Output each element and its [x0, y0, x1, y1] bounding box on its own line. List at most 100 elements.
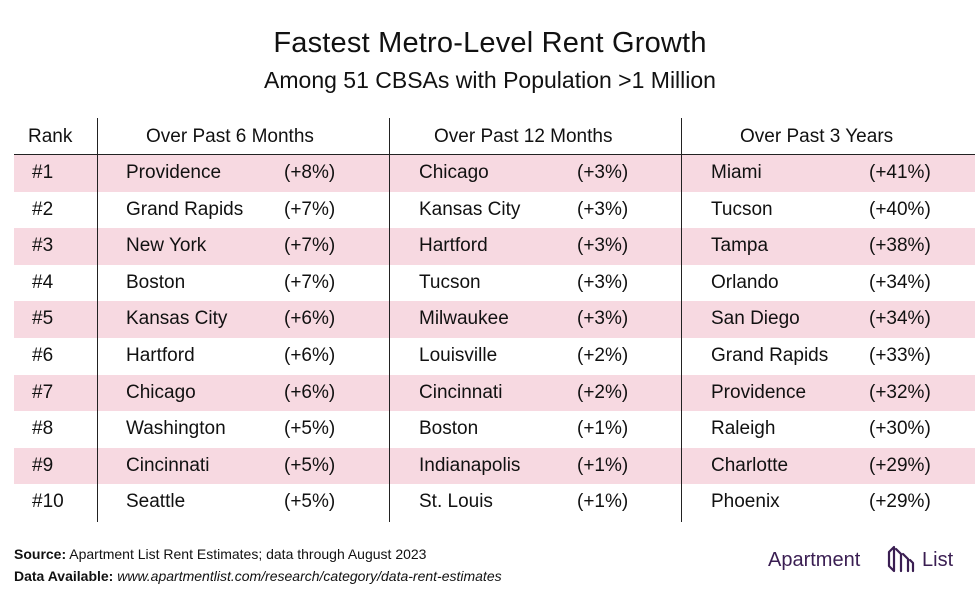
- header-divider: [14, 154, 975, 155]
- value-cell-6-months: (+5%): [284, 491, 336, 513]
- table-header: Rank Over Past 6 Months Over Past 12 Mon…: [14, 118, 975, 154]
- value-cell-6-months: (+6%): [284, 308, 336, 330]
- value-cell-6-months: (+5%): [284, 454, 336, 476]
- value-cell-3-years: (+30%): [869, 418, 931, 440]
- value-cell-12-months: (+3%): [577, 198, 629, 220]
- city-cell-6-months: Seattle: [126, 491, 186, 513]
- city-cell-3-years: Charlotte: [711, 454, 789, 476]
- value-cell-12-months: (+3%): [577, 308, 629, 330]
- value-cell-6-months: (+7%): [284, 235, 336, 257]
- city-cell-6-months: Providence: [126, 162, 222, 183]
- city-cell-3-years: Phoenix: [711, 491, 780, 513]
- rank-cell: #1: [32, 162, 54, 183]
- chart-subtitle: Among 51 CBSAs with Population >1 Millio…: [264, 67, 716, 93]
- column-divider: [97, 118, 98, 522]
- value-cell-6-months: (+7%): [284, 198, 336, 220]
- rank-cell: #9: [32, 454, 54, 476]
- table-row: #4 Boston (+7%) Tucson (+3%) Orlando (+34%): [14, 265, 975, 302]
- table-row: #6 Hartford (+6%) Louisville (+2%) Grand Rapi…: [14, 338, 975, 375]
- value-cell-3-years: (+34%): [869, 308, 931, 330]
- table-row: #2 Grand Rapids (+7%) Kansas City (+3%) Tucso…: [14, 192, 975, 229]
- value-cell-6-months: (+6%): [284, 381, 336, 403]
- value-cell-12-months: (+1%): [577, 491, 629, 513]
- city-cell-12-months: Hartford: [419, 235, 488, 257]
- city-cell-6-months: Grand Rapids: [126, 198, 244, 220]
- city-cell-12-months: Boston: [419, 418, 479, 440]
- table-row: #10 Seattle (+5%) St. Louis (+1%) Phoenix (+29…: [14, 484, 975, 521]
- city-cell-12-months: Chicago: [419, 162, 489, 183]
- value-cell-6-months: (+5%): [284, 418, 336, 440]
- rank-cell: #5: [32, 308, 54, 330]
- city-cell-3-years: Providence: [711, 381, 807, 403]
- city-cell-6-months: Chicago: [126, 381, 196, 403]
- value-cell-3-years: (+33%): [869, 345, 931, 366]
- data-url-link[interactable]: www.apartmentlist.com/research/category/…: [117, 568, 502, 584]
- data-available-label: Data Available:: [14, 568, 114, 584]
- value-cell-12-months: (+1%): [577, 418, 629, 440]
- city-cell-12-months: Milwaukee: [419, 308, 509, 330]
- value-cell-3-years: (+38%): [869, 235, 931, 257]
- value-cell-3-years: (+34%): [869, 271, 931, 293]
- data-available-note: Data Available: www.apartmentlist.com/re…: [14, 567, 502, 585]
- city-cell-3-years: Raleigh: [711, 418, 776, 440]
- apartment-list-logo: Apartment List: [768, 543, 968, 577]
- value-cell-12-months: (+2%): [577, 345, 629, 366]
- source-label: Source:: [14, 546, 67, 562]
- table-row: #9 Cincinnati (+5%) Indianapolis (+1%) Charlo…: [14, 447, 975, 485]
- value-cell-3-years: (+41%): [869, 162, 931, 183]
- city-cell-3-years: Tampa: [711, 235, 769, 257]
- value-cell-12-months: (+3%): [577, 162, 629, 183]
- city-cell-12-months: Cincinnati: [419, 381, 503, 403]
- column-divider: [389, 118, 390, 522]
- value-cell-12-months: (+1%): [577, 454, 629, 476]
- rank-cell: #2: [32, 198, 54, 220]
- rank-cell: #6: [32, 345, 54, 366]
- city-cell-6-months: Kansas City: [126, 308, 228, 330]
- value-cell-6-months: (+6%): [284, 345, 336, 366]
- col-header-3-years: Over Past 3 Years: [740, 126, 894, 147]
- table-row: #8 Washington (+5%) Boston (+1%) Raleigh (+30%…: [14, 411, 975, 448]
- city-cell-3-years: Tucson: [711, 198, 773, 220]
- value-cell-6-months: (+7%): [284, 271, 336, 293]
- col-header-12-months: Over Past 12 Months: [434, 126, 613, 147]
- value-cell-3-years: (+29%): [869, 454, 931, 476]
- city-cell-3-years: San Diego: [711, 308, 800, 330]
- logo-word-apartment: Apartment: [768, 549, 861, 571]
- table-row: #1 Providence (+8%) Chicago (+3%) Miami (+41%): [14, 155, 975, 192]
- col-header-6-months: Over Past 6 Months: [146, 126, 314, 147]
- value-cell-3-years: (+29%): [869, 491, 931, 513]
- value-cell-12-months: (+3%): [577, 271, 629, 293]
- city-cell-6-months: New York: [126, 235, 207, 257]
- rank-cell: #8: [32, 418, 54, 440]
- table-row: #5 Kansas City (+6%) Milwaukee (+3%) San Dieg…: [14, 301, 975, 338]
- column-divider: [681, 118, 682, 522]
- value-cell-3-years: (+40%): [869, 198, 931, 220]
- col-header-rank: Rank: [28, 126, 73, 147]
- city-cell-6-months: Washington: [126, 418, 226, 440]
- source-text: Apartment List Rent Estimates; data thro…: [69, 546, 427, 562]
- value-cell-3-years: (+32%): [869, 381, 931, 403]
- city-cell-6-months: Boston: [126, 271, 186, 293]
- city-cell-12-months: Tucson: [419, 271, 481, 293]
- city-cell-3-years: Orlando: [711, 271, 779, 293]
- chart-title: Fastest Metro-Level Rent Growth: [273, 27, 707, 59]
- city-cell-12-months: Louisville: [419, 345, 498, 366]
- table-row: #3 New York (+7%) Hartford (+3%) Tampa (+38%): [14, 228, 975, 265]
- city-cell-3-years: Miami: [711, 162, 762, 183]
- city-cell-12-months: St. Louis: [419, 491, 493, 513]
- city-cell-12-months: Kansas City: [419, 198, 521, 220]
- rank-cell: #4: [32, 271, 54, 293]
- value-cell-12-months: (+3%): [577, 235, 629, 257]
- logo-word-list: List: [922, 549, 954, 571]
- value-cell-12-months: (+2%): [577, 381, 629, 403]
- rank-cell: #3: [32, 235, 54, 257]
- city-cell-12-months: Indianapolis: [419, 454, 521, 476]
- table-row: #7 Chicago (+6%) Cincinnati (+2%) Providence (…: [14, 374, 975, 412]
- apartment-list-logo-icon: [887, 545, 915, 573]
- city-cell-6-months: Hartford: [126, 345, 195, 366]
- rank-cell: #10: [32, 491, 64, 513]
- city-cell-6-months: Cincinnati: [126, 454, 210, 476]
- source-note: Source: Apartment List Rent Estimates; d…: [14, 545, 426, 563]
- city-cell-3-years: Grand Rapids: [711, 345, 829, 366]
- rank-cell: #7: [32, 381, 54, 403]
